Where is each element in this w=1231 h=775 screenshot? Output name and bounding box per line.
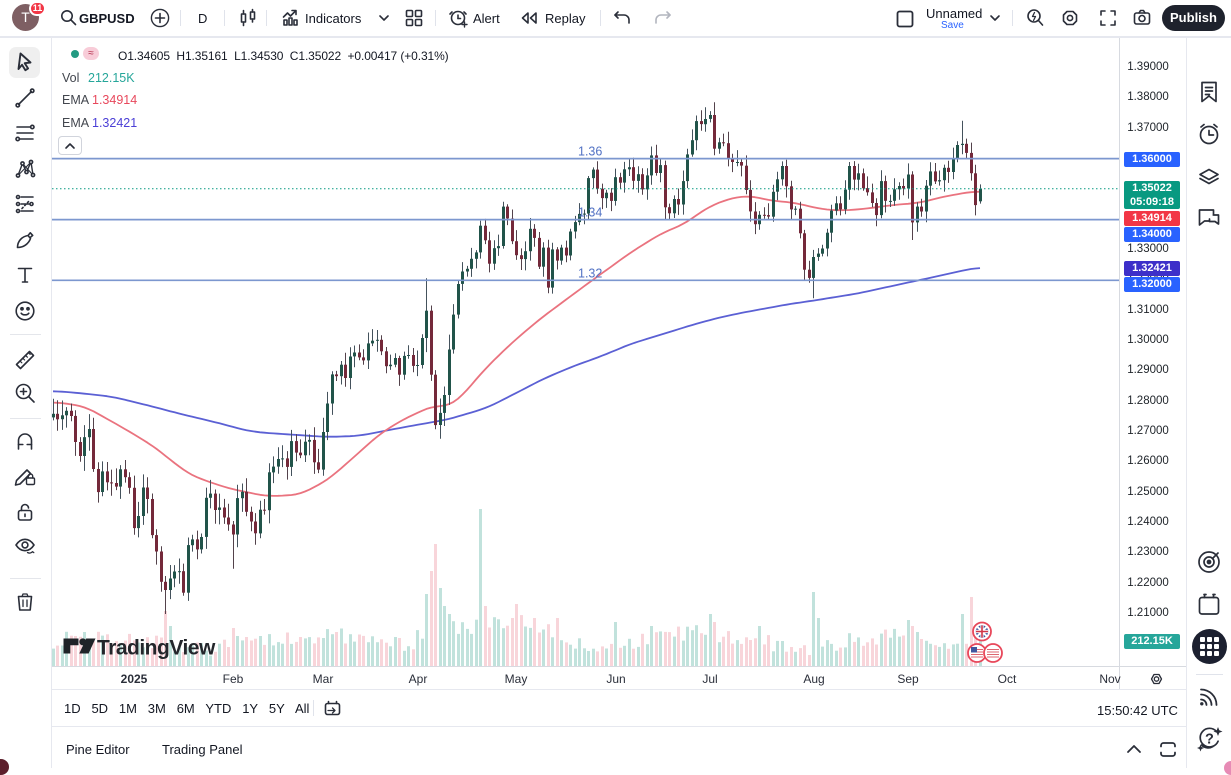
svg-text:1.32: 1.32 [578,266,602,280]
svg-text:TradingView: TradingView [97,637,216,660]
svg-text:1.34: 1.34 [578,206,602,220]
svg-text:1.36: 1.36 [578,145,602,159]
svg-text:?: ? [1205,732,1214,748]
